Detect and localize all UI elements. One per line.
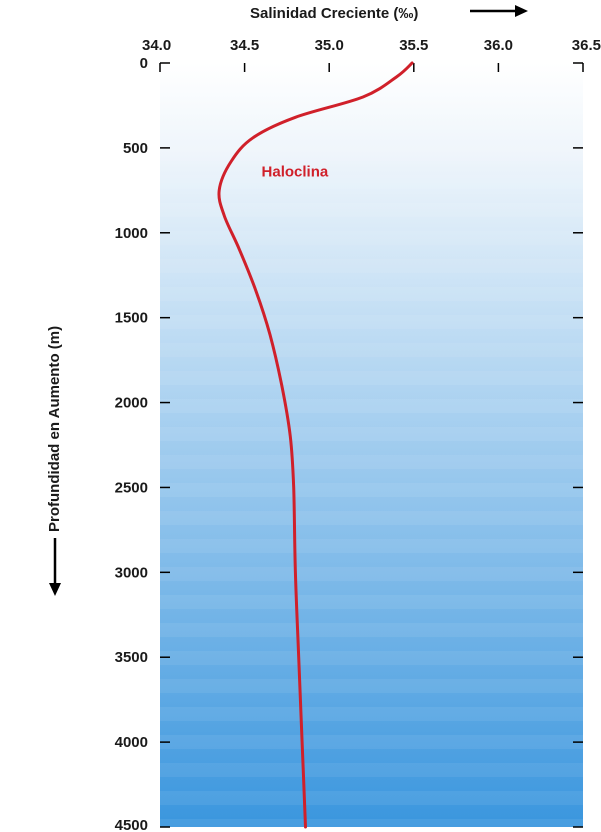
y-tick-label: 0: [140, 55, 148, 72]
depth-band: [160, 455, 583, 469]
depth-band: [160, 483, 583, 497]
depth-band: [160, 203, 583, 217]
y-axis-title: Profundidad en Aumento (m): [46, 326, 63, 596]
depth-band: [160, 175, 583, 189]
depth-band: [160, 315, 583, 329]
y-axis-ticks: 0 500 1000 1500 2000 2500 3000 3500 4000 4500: [115, 55, 583, 832]
depth-band: [160, 707, 583, 721]
y-tick-label: 2500: [115, 479, 148, 496]
x-axis-label: Salinidad Creciente (‰): [250, 5, 418, 22]
depth-band: [160, 567, 583, 581]
depth-band: [160, 819, 583, 832]
depth-band: [160, 791, 583, 805]
x-axis-arrow-head: [515, 5, 528, 17]
depth-band: [160, 735, 583, 749]
depth-band: [160, 651, 583, 665]
depth-band: [160, 511, 583, 525]
y-axis-arrow-head: [49, 583, 61, 596]
y-tick-label: 1500: [115, 310, 148, 327]
plot-background: [160, 63, 583, 827]
depth-band: [160, 679, 583, 693]
depth-band: [160, 119, 583, 133]
depth-band: [160, 91, 583, 105]
depth-band: [160, 539, 583, 553]
depth-band: [160, 259, 583, 273]
y-tick-label: 4500: [115, 817, 148, 832]
depth-band: [160, 427, 583, 441]
x-tick-label: 35.0: [315, 37, 344, 54]
x-tick-label: 35.5: [399, 37, 428, 54]
y-tick-label: 3000: [115, 564, 148, 581]
x-tick-label: 34.5: [230, 37, 259, 54]
salinity-profile-line: [217, 61, 414, 829]
depth-band: [160, 623, 583, 637]
x-axis-ticks: 34.0 34.5 35.0 35.5 36.0 36.5: [142, 37, 601, 72]
depth-bands: [160, 91, 583, 832]
annotation-haloclina: Haloclina: [262, 164, 329, 181]
y-tick-label: 2000: [115, 395, 148, 412]
depth-band: [160, 763, 583, 777]
x-tick-label: 34.0: [142, 37, 171, 54]
depth-band: [160, 147, 583, 161]
y-tick-label: 3500: [115, 649, 148, 666]
depth-band: [160, 231, 583, 245]
x-tick-label: 36.5: [572, 37, 601, 54]
depth-band: [160, 343, 583, 357]
depth-band: [160, 287, 583, 301]
depth-band: [160, 399, 583, 413]
y-tick-label: 500: [123, 140, 148, 157]
y-tick-label: 4000: [115, 734, 148, 751]
depth-band: [160, 371, 583, 385]
y-axis-label: Profundidad en Aumento (m): [46, 326, 63, 532]
depth-band: [160, 595, 583, 609]
x-axis-title: Salinidad Creciente (‰): [250, 5, 528, 22]
x-tick-label: 36.0: [484, 37, 513, 54]
y-tick-label: 1000: [115, 225, 148, 242]
